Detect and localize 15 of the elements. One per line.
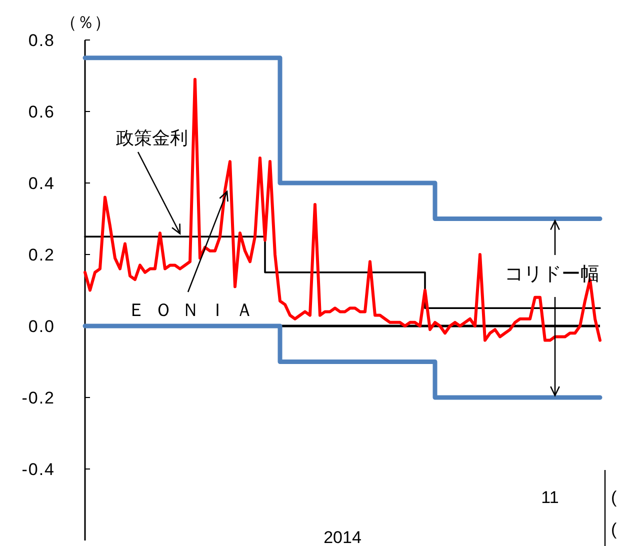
y-axis-title: （％） [60, 13, 111, 32]
annotation: コリドー幅 [504, 264, 600, 285]
x-tick-label: 11 [541, 488, 559, 507]
annotation: 2014 [324, 528, 362, 546]
series-label: ＥＯＮＩＡ [128, 300, 262, 320]
y-tick-label: 0.0 [28, 317, 55, 336]
text: ( [611, 520, 617, 539]
text: ( [611, 488, 617, 507]
y-tick-label: 0.4 [28, 174, 55, 193]
y-tick-label: 0.2 [28, 246, 55, 264]
y-tick-label: -0.2 [22, 388, 55, 408]
y-tick-label: -0.4 [22, 460, 55, 479]
y-tick-label: 0.6 [28, 102, 55, 122]
y-tick-label: 0.8 [28, 31, 55, 50]
text: 政策金利 [116, 128, 188, 148]
